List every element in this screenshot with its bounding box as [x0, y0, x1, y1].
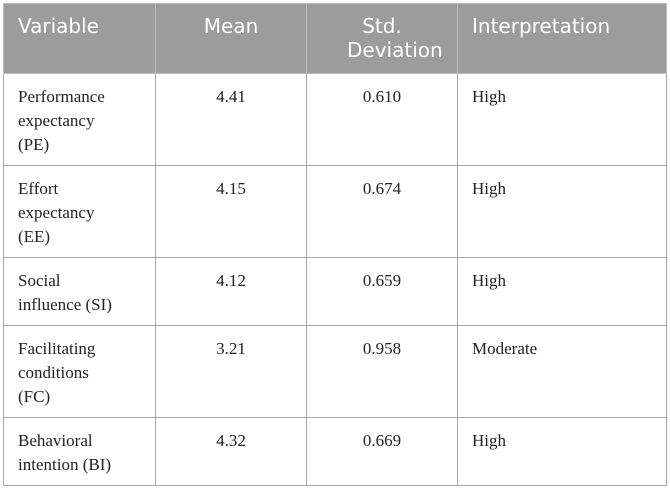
- table-cell: 3.21: [155, 325, 307, 418]
- table-cell: 0.669: [306, 417, 458, 486]
- table-cell: 4.41: [155, 73, 307, 166]
- table-cell: 4.12: [155, 257, 307, 326]
- table-row: Social influence (SI) 4.12 0.659 High: [3, 257, 667, 326]
- table-cell: High: [457, 257, 667, 326]
- table-cell: 0.958: [306, 325, 458, 418]
- table-cell: Facilitating conditions (FC): [3, 325, 156, 418]
- table-cell: 0.659: [306, 257, 458, 326]
- table-cell: High: [457, 417, 667, 486]
- table-body: Performance expectancy (PE) 4.41 0.610 High…: [3, 73, 667, 486]
- header-cell: Std. Deviation: [306, 3, 458, 74]
- header-cell: Interpretation: [457, 3, 667, 74]
- table-cell: High: [457, 73, 667, 166]
- header-row: Variable Mean Std. Deviation Interpretat…: [3, 3, 667, 74]
- table-cell: 4.32: [155, 417, 307, 486]
- table-cell: Social influence (SI): [3, 257, 156, 326]
- table-row: Facilitating conditions (FC) 3.21 0.958 Mod…: [3, 325, 667, 418]
- table-cell: High: [457, 165, 667, 258]
- table-row: Effort expectancy (EE) 4.15 0.674 High: [3, 165, 667, 258]
- table-cell: Behavioral intention (BI): [3, 417, 156, 486]
- table-row: Behavioral intention (BI) 4.32 0.669 High: [3, 417, 667, 486]
- stats-table: Variable Mean Std. Deviation Interpretat…: [3, 3, 667, 486]
- table-cell: Moderate: [457, 325, 667, 418]
- table-cell: 0.610: [306, 73, 458, 166]
- table-cell: Performance expectancy (PE): [3, 73, 156, 166]
- table-cell: Effort expectancy (EE): [3, 165, 156, 258]
- table-row: Performance expectancy (PE) 4.41 0.610 High: [3, 73, 667, 166]
- table-cell: 4.15: [155, 165, 307, 258]
- header-cell: Variable: [3, 3, 156, 74]
- table-cell: 0.674: [306, 165, 458, 258]
- header-cell: Mean: [155, 3, 307, 74]
